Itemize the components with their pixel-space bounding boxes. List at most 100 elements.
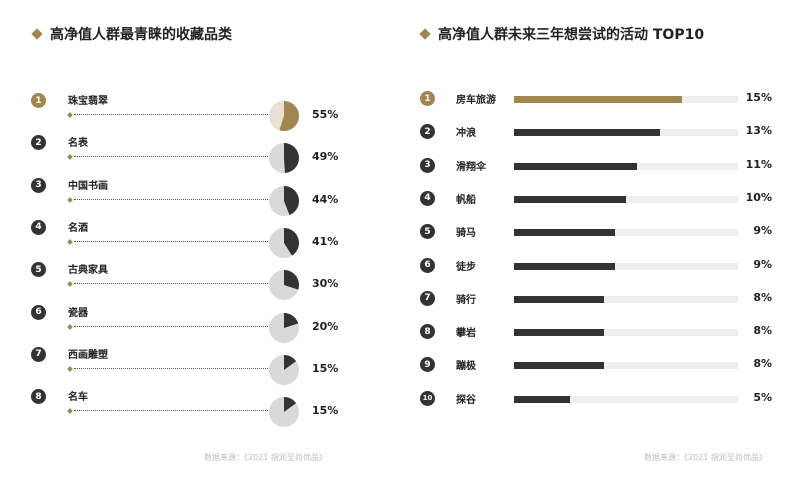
rank-badge: 3: [31, 177, 46, 193]
diamond-bullet-icon: [31, 28, 43, 40]
left-chart-title-text: 高净值人群最青睐的收藏品类: [50, 27, 232, 43]
collectible-row: 1 珠宝翡翠 55%: [0, 80, 400, 131]
left-chart-panel: 高净值人群最青睐的收藏品类 1 珠宝翡翠 55% 2 名表 49% 3 中国书画 44% 4 名酒 4…: [0, 24, 400, 462]
leader-dotted-line: [74, 283, 270, 285]
percent-label: 8%: [753, 324, 772, 338]
rank-badge: 10: [420, 390, 435, 406]
right-chart-panel: 高净值人群未来三年想尝试的活动 TOP10 1 房车旅游 15% 2 冲浪 13% 3 滑翔伞…: [400, 0, 800, 478]
rank-badge: 3: [420, 157, 435, 173]
rank-badge: 5: [420, 224, 435, 240]
activity-row: 2 冲浪 13%: [400, 121, 800, 149]
bar: [514, 395, 570, 403]
activity-row: 4 帆船 10%: [400, 188, 800, 216]
share-pie: [269, 397, 299, 428]
share-pie: [269, 143, 299, 174]
collectible-row: 4 名酒 41%: [0, 207, 400, 258]
rank-badge: 4: [420, 190, 435, 206]
right-chart-title-text: 高净值人群未来三年想尝试的活动 TOP10: [438, 27, 705, 43]
category-label: 名酒: [68, 222, 88, 234]
category-label: 名表: [68, 138, 88, 150]
category-label: 瓷器: [68, 307, 88, 319]
leader-dot-marker: [67, 154, 73, 161]
bar-track: [514, 162, 738, 170]
activity-label: 攀岩: [456, 328, 476, 340]
collectible-row: 8 名车 15%: [0, 376, 400, 428]
rank-badge: 2: [31, 135, 46, 151]
activity-row: 7 骑行 8%: [400, 288, 800, 316]
pie-slice: [284, 143, 299, 174]
activity-label: 徒步: [456, 261, 476, 273]
rank-badge: 7: [420, 290, 435, 306]
share-pie: [269, 101, 299, 131]
bar: [514, 362, 604, 370]
bar: [514, 129, 660, 137]
bar-track: [514, 129, 738, 137]
right-chart-title: 高净值人群未来三年想尝试的活动 TOP10: [419, 24, 705, 44]
bar-track: [514, 362, 738, 370]
right-source-note: 数据来源：《2021 胡润至尚优品》: [644, 453, 767, 462]
collectible-row: 2 名表 49%: [0, 122, 400, 174]
activity-row: 5 骑马 9%: [400, 221, 800, 249]
rank-badge: 4: [31, 219, 46, 235]
bar-track: [514, 329, 738, 337]
activity-label: 探谷: [456, 394, 476, 406]
leader-dot-marker: [67, 323, 73, 330]
leader-dot-marker: [67, 408, 73, 414]
leader-dotted-line: [74, 367, 270, 369]
pie-slice: [284, 312, 299, 328]
bar-track: [514, 395, 738, 403]
activity-label: 骑行: [456, 294, 476, 306]
bar-track: [514, 262, 738, 270]
pie-slice: [284, 354, 297, 370]
leader-dot-marker: [67, 365, 73, 372]
leader-dotted-line: [74, 114, 270, 115]
percent-label: 55%: [312, 108, 339, 121]
activity-label: 骑马: [456, 228, 476, 240]
rank-badge: 6: [420, 257, 435, 273]
bar-track: [514, 195, 738, 203]
bar: [514, 329, 604, 337]
activity-label: 帆船: [456, 194, 476, 206]
leader-dotted-line: [74, 410, 270, 412]
share-pie: [269, 185, 300, 216]
rank-badge: 1: [31, 93, 46, 108]
share-pie: [269, 270, 300, 301]
pie-slice: [284, 397, 297, 413]
left-chart-title: 高净值人群最青睐的收藏品类: [31, 24, 232, 44]
share-pie: [269, 312, 299, 343]
activity-label: 蹦极: [456, 361, 476, 373]
category-label: 名车: [68, 392, 88, 404]
activity-row: 9 蹦极 8%: [400, 354, 800, 382]
activity-label: 滑翔伞: [456, 161, 486, 173]
leader-dotted-line: [74, 156, 270, 158]
percent-label: 41%: [312, 234, 339, 248]
percent-label: 30%: [312, 277, 339, 291]
percent-label: 15%: [312, 361, 339, 375]
activity-row: 3 滑翔伞 11%: [400, 155, 800, 183]
percent-label: 15%: [745, 91, 772, 104]
rank-badge: 8: [420, 324, 435, 340]
activity-label: 冲浪: [456, 128, 476, 140]
pie-slice: [279, 101, 299, 131]
bar: [514, 295, 604, 303]
rank-badge: 2: [420, 124, 435, 140]
percent-label: 15%: [312, 404, 339, 418]
bar: [514, 262, 615, 270]
leader-dotted-line: [74, 240, 270, 242]
percent-label: 8%: [753, 290, 772, 304]
percent-label: 10%: [745, 190, 772, 204]
activity-row: 10 探谷 5%: [400, 388, 800, 416]
activity-row: 1 房车旅游 15%: [400, 88, 800, 116]
bar: [514, 162, 638, 170]
category-label: 西画雕塑: [68, 349, 108, 361]
share-pie: [269, 354, 299, 385]
percent-label: 9%: [753, 257, 772, 271]
percent-label: 44%: [312, 192, 339, 206]
leader-dot-marker: [67, 112, 73, 118]
bar: [514, 229, 615, 237]
category-label: 珠宝翡翠: [68, 96, 108, 107]
activity-row: 6 徒步 9%: [400, 255, 800, 283]
left-source-note: 数据来源：《2021 胡润至尚优品》: [204, 453, 327, 462]
bar-track: [514, 295, 738, 303]
category-label: 中国书画: [68, 180, 108, 192]
